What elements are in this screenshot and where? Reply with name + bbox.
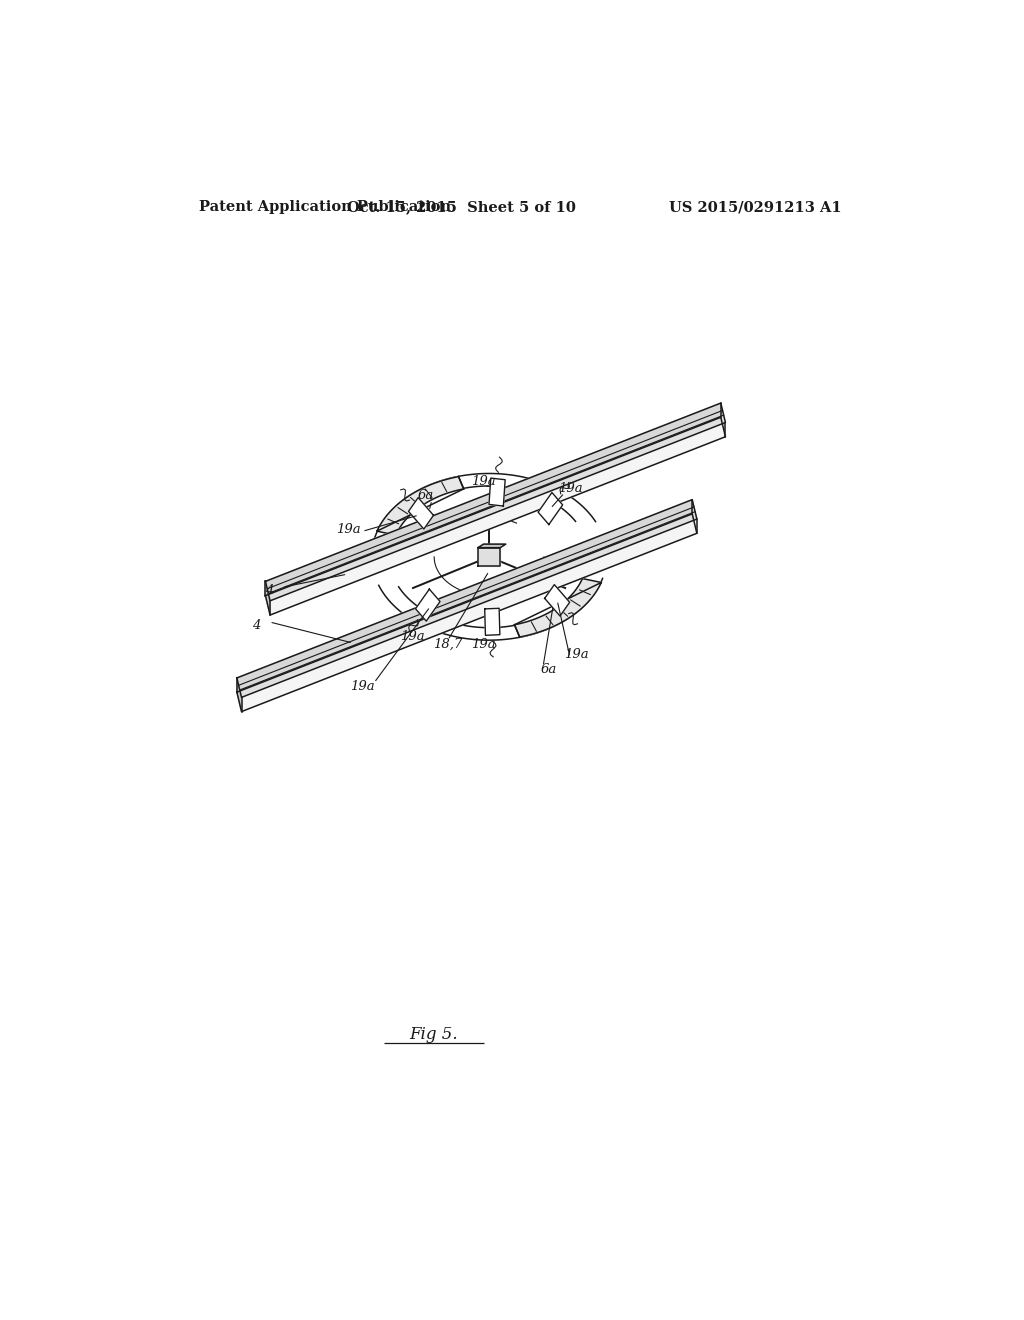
Polygon shape — [416, 589, 440, 622]
Polygon shape — [539, 492, 562, 524]
Text: 4: 4 — [265, 583, 273, 597]
Polygon shape — [514, 578, 601, 638]
Text: 19a: 19a — [399, 630, 424, 643]
Text: 4: 4 — [252, 619, 261, 632]
Text: 19a: 19a — [564, 648, 589, 661]
Polygon shape — [409, 498, 433, 529]
Text: 19a: 19a — [350, 680, 375, 693]
Text: 19a: 19a — [471, 475, 496, 488]
Text: Patent Application Publication: Patent Application Publication — [200, 201, 452, 214]
Polygon shape — [377, 477, 464, 535]
Polygon shape — [237, 678, 242, 711]
Polygon shape — [478, 544, 506, 548]
Text: 18,7: 18,7 — [433, 638, 463, 651]
Text: Fig 5.: Fig 5. — [410, 1026, 458, 1043]
Text: US 2015/0291213 A1: US 2015/0291213 A1 — [669, 201, 842, 214]
Polygon shape — [478, 548, 500, 566]
Polygon shape — [265, 403, 725, 601]
Polygon shape — [270, 422, 725, 615]
Polygon shape — [545, 585, 569, 616]
Polygon shape — [242, 519, 697, 711]
Text: 19a: 19a — [558, 482, 583, 495]
Text: Oct. 15, 2015  Sheet 5 of 10: Oct. 15, 2015 Sheet 5 of 10 — [347, 201, 575, 214]
Polygon shape — [489, 478, 505, 506]
Polygon shape — [237, 500, 692, 692]
Polygon shape — [484, 609, 500, 635]
Text: 6a: 6a — [418, 490, 434, 503]
Polygon shape — [265, 581, 270, 615]
Text: 19a: 19a — [471, 638, 496, 651]
Text: 19a: 19a — [336, 523, 360, 536]
Polygon shape — [237, 500, 697, 697]
Text: 6a: 6a — [541, 663, 557, 676]
Polygon shape — [265, 403, 721, 595]
